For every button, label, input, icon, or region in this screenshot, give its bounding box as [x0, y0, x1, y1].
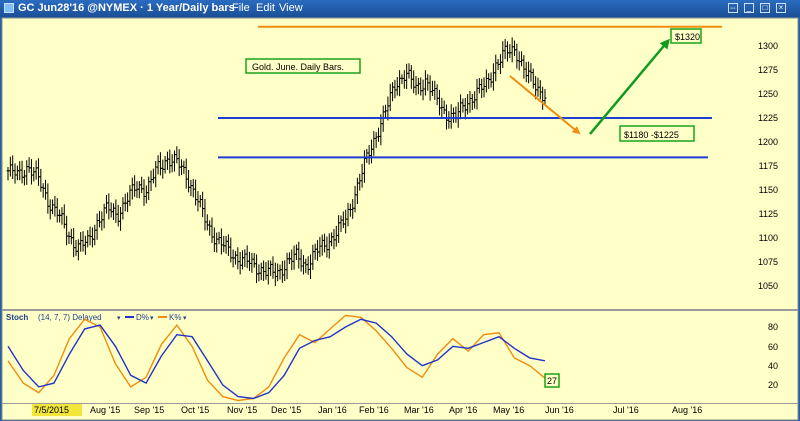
price-ytick: 1200 — [758, 137, 778, 147]
stoch-value-box[interactable]: 27 — [544, 373, 560, 388]
x-label: Jul '16 — [613, 405, 639, 415]
stoch-label: Stoch — [6, 313, 28, 322]
k-label: K% — [169, 313, 181, 322]
x-axis-divider — [2, 403, 798, 404]
x-label: Oct '15 — [181, 405, 209, 415]
x-axis: 7/5/2015 Aug '15 Sep '15 Oct '15 Nov '15… — [32, 404, 702, 416]
price-ytick: 1050 — [758, 281, 778, 291]
stoch-params: (14, 7, 7) Delayed — [38, 313, 102, 322]
x-label: Jan '16 — [318, 405, 347, 415]
range-label-box[interactable]: $1180 -$1225 — [619, 125, 695, 142]
target-label: $1320 — [675, 32, 700, 42]
menu-view[interactable]: View — [279, 2, 303, 14]
stoch-axis: 80 60 40 20 — [768, 322, 778, 390]
price-ytick: 1250 — [758, 89, 778, 99]
stoch-ytick: 20 — [768, 380, 778, 390]
legend-dropdown-icon[interactable]: ▾ — [117, 315, 121, 322]
price-ytick: 1175 — [759, 161, 778, 171]
note-text: Gold. June. Daily Bars. — [252, 62, 344, 72]
panel-divider[interactable] — [2, 309, 798, 311]
price-ytick: 1125 — [759, 209, 778, 219]
x-label: Dec '15 — [271, 405, 301, 415]
k-dropdown-icon[interactable]: ▾ — [183, 315, 187, 322]
x-label: Apr '16 — [449, 405, 477, 415]
price-ytick: 1100 — [759, 233, 778, 243]
x-label: Sep '15 — [134, 405, 164, 415]
note-box[interactable]: Gold. June. Daily Bars. — [245, 58, 361, 74]
restore-icon[interactable]: ⇔ — [728, 3, 738, 13]
menu-edit[interactable]: Edit — [256, 2, 275, 14]
x-label: Aug '15 — [90, 405, 120, 415]
window-title: GC Jun28'16 @NYMEX · 1 Year/Daily bars — [18, 2, 235, 14]
title-bar[interactable]: GC Jun28'16 @NYMEX · 1 Year/Daily bars F… — [0, 0, 800, 17]
x-label: Nov '15 — [227, 405, 257, 415]
stochastic-lines — [7, 314, 546, 402]
price-axis: 1050 1075 1100 1125 1150 1175 1200 1225 1250 1275… — [758, 41, 778, 291]
x-label: Jun '16 — [545, 405, 574, 415]
maximize-icon[interactable]: □ — [760, 3, 770, 13]
price-ytick: 1275 — [758, 65, 778, 75]
x-label: Mar '16 — [404, 405, 434, 415]
price-ytick: 1150 — [759, 185, 778, 195]
price-bars — [6, 37, 547, 287]
minimize-icon[interactable]: _ — [744, 3, 754, 13]
stoch-d-line — [7, 318, 546, 400]
chart-area[interactable]: 1050 1075 1100 1125 1150 1175 1200 1225 1250 1275… — [0, 17, 800, 421]
stoch-ytick: 60 — [768, 342, 778, 352]
price-ytick: 1075 — [758, 257, 778, 267]
x-label: Aug '16 — [672, 405, 702, 415]
chart-window-icon — [4, 3, 14, 13]
d-label: D% — [136, 313, 149, 322]
up-arrow[interactable] — [589, 38, 670, 135]
x-label: May '16 — [493, 405, 524, 415]
menu-file[interactable]: File — [232, 2, 250, 14]
stoch-ytick: 80 — [768, 322, 778, 332]
stoch-value-label: 27 — [547, 376, 557, 386]
x-label: 7/5/2015 — [34, 405, 69, 415]
price-ytick: 1225 — [758, 113, 778, 123]
date-highlight — [32, 404, 82, 416]
d-dropdown-icon[interactable]: ▾ — [150, 315, 154, 322]
close-icon[interactable]: × — [776, 3, 786, 13]
x-label: Feb '16 — [359, 405, 389, 415]
down-arrow[interactable] — [509, 75, 581, 135]
target-label-box[interactable]: $1320 — [670, 28, 702, 44]
price-ytick: 1300 — [758, 41, 778, 51]
stoch-ytick: 40 — [768, 361, 778, 371]
range-label: $1180 -$1225 — [624, 130, 679, 140]
stoch-legend[interactable]: Stoch (14, 7, 7) Delayed ▾ D% ▾ K% ▾ — [6, 313, 187, 322]
